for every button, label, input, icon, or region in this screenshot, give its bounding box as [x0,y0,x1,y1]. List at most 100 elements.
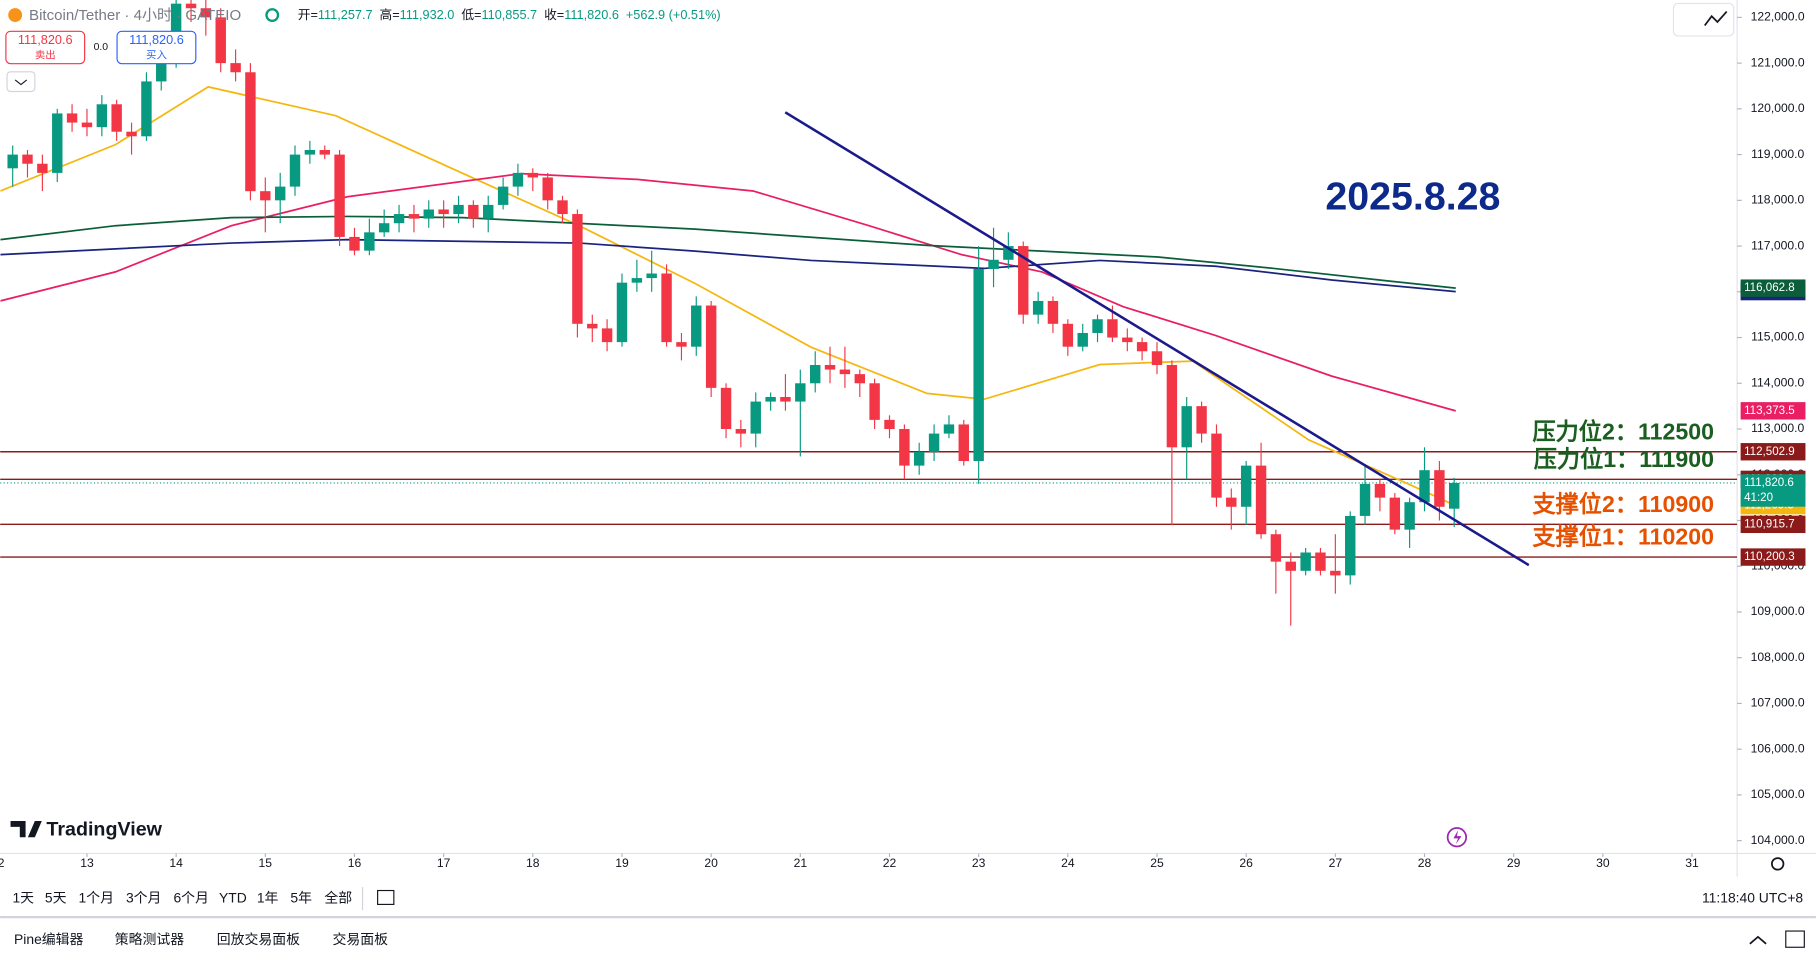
candle-body [126,131,137,137]
candle-body [1062,323,1074,347]
lightning [1453,830,1462,845]
candle-body [705,305,717,388]
range-button[interactable]: 5年 [290,889,312,905]
x-tick-label: 20 [704,856,718,870]
candle-body [7,154,18,169]
collapse-button[interactable] [6,71,36,93]
change: +562.9 (+0.51%) [626,8,721,23]
panel-tab[interactable]: 策略测试器 [115,931,185,947]
candle-body [795,383,806,402]
candle-body [1226,497,1237,507]
maximize-icon[interactable] [1785,930,1805,948]
candle-body [1032,300,1044,315]
candle-body [884,419,895,430]
candle-body [1434,470,1445,507]
candle-body [765,397,776,402]
candle-body [1077,332,1088,347]
candle-body [349,236,360,251]
chevron [14,79,28,86]
candle-body [1211,433,1222,498]
sell-label: 卖出 [35,48,56,61]
y-tick-label: 120,000.0 [1751,101,1805,115]
candle-body [646,273,657,279]
date-range-icon[interactable] [377,889,395,905]
candle-body [185,3,197,9]
range-button[interactable]: 3个月 [126,889,161,905]
logo: TradingView [46,819,162,841]
tool-icon [1704,11,1728,26]
last-price-badge-bg [1740,474,1806,507]
y-tick-label: 118,000.0 [1751,193,1804,207]
candle-body [1359,483,1371,516]
y-tick-label: 121,000.0 [1751,55,1805,69]
plot-area [0,0,1738,626]
expand-icon[interactable] [1749,935,1767,945]
candle-body [1181,406,1192,448]
candle-body [988,259,999,269]
ohlc-value: 111,257.7 [318,8,373,23]
range-button[interactable]: 1年 [257,889,279,905]
lightning-icon[interactable] [1446,827,1468,848]
y-tick-label: 105,000.0 [1751,787,1805,801]
x-tick-label: 26 [1239,856,1253,870]
candle-body [378,223,390,233]
clock: 11:18:40 UTC+8 [1702,889,1803,905]
range-button[interactable]: 5天 [45,889,67,905]
range-button[interactable]: 全部 [324,889,352,905]
range-button[interactable]: 1天 [12,889,34,905]
x-tick-label: 12 [0,856,5,870]
sell-button[interactable] [5,30,86,65]
ohlc-label: 开= [298,8,318,23]
candle-body [1300,552,1311,571]
candle-body [1151,351,1163,365]
candle-body [661,273,672,343]
buy-button[interactable] [116,30,197,65]
candle-body [334,154,345,237]
level-badge-bg [1740,515,1806,534]
level-badge: 112,502.9 [1744,446,1795,458]
sell-price: 111,820.6 [18,32,73,47]
candle-body [156,58,167,82]
candle-body [587,323,598,329]
candle-body [1136,342,1148,352]
candle-body [96,104,108,128]
ohlc-label: 高= [380,8,400,23]
y-tick-label: 104,000.0 [1751,833,1805,847]
level-note: 支撑位1：110200 [1532,524,1713,550]
range-button[interactable]: YTD [219,889,247,905]
tool-box[interactable] [1672,2,1735,37]
x-tick-label: 29 [1507,856,1521,870]
ohlc-label: 低= [461,8,481,23]
candle-body [230,63,241,73]
range-button[interactable]: 1个月 [78,889,113,905]
level-note: 压力位2：112500 [1532,418,1713,444]
candle-body [438,209,449,215]
status-dot [265,8,280,23]
candle-body [913,451,925,466]
candle-body [1107,319,1118,338]
y-tick-label: 106,000.0 [1751,741,1805,755]
candle-body [423,209,434,219]
candle-body [824,364,836,370]
candle-body [260,191,271,201]
candle-body [616,282,628,343]
panel-tab[interactable]: Pine编辑器 [14,931,84,947]
annotation: 2025.8.28 [1325,175,1500,219]
ohlc: 开=111,257.7 高=111,932.0 低=110,855.7 收=111,8… [298,8,721,23]
panel-tab[interactable]: 交易面板 [332,931,388,947]
candle-body [1255,465,1267,535]
panel-tab[interactable]: 回放交易面板 [217,931,300,947]
candle-body [215,17,226,64]
moving-average [0,238,1456,293]
candle-body [1122,337,1133,343]
trendline [784,111,1530,567]
candle-body [676,342,687,347]
x-tick-label: 27 [1329,856,1343,870]
x-tick-label: 16 [348,856,362,870]
candle-body [720,387,732,430]
candle-body [364,232,375,251]
settings-icon[interactable] [1771,857,1785,871]
candle-body [542,177,553,201]
range-button[interactable]: 6个月 [173,889,208,905]
